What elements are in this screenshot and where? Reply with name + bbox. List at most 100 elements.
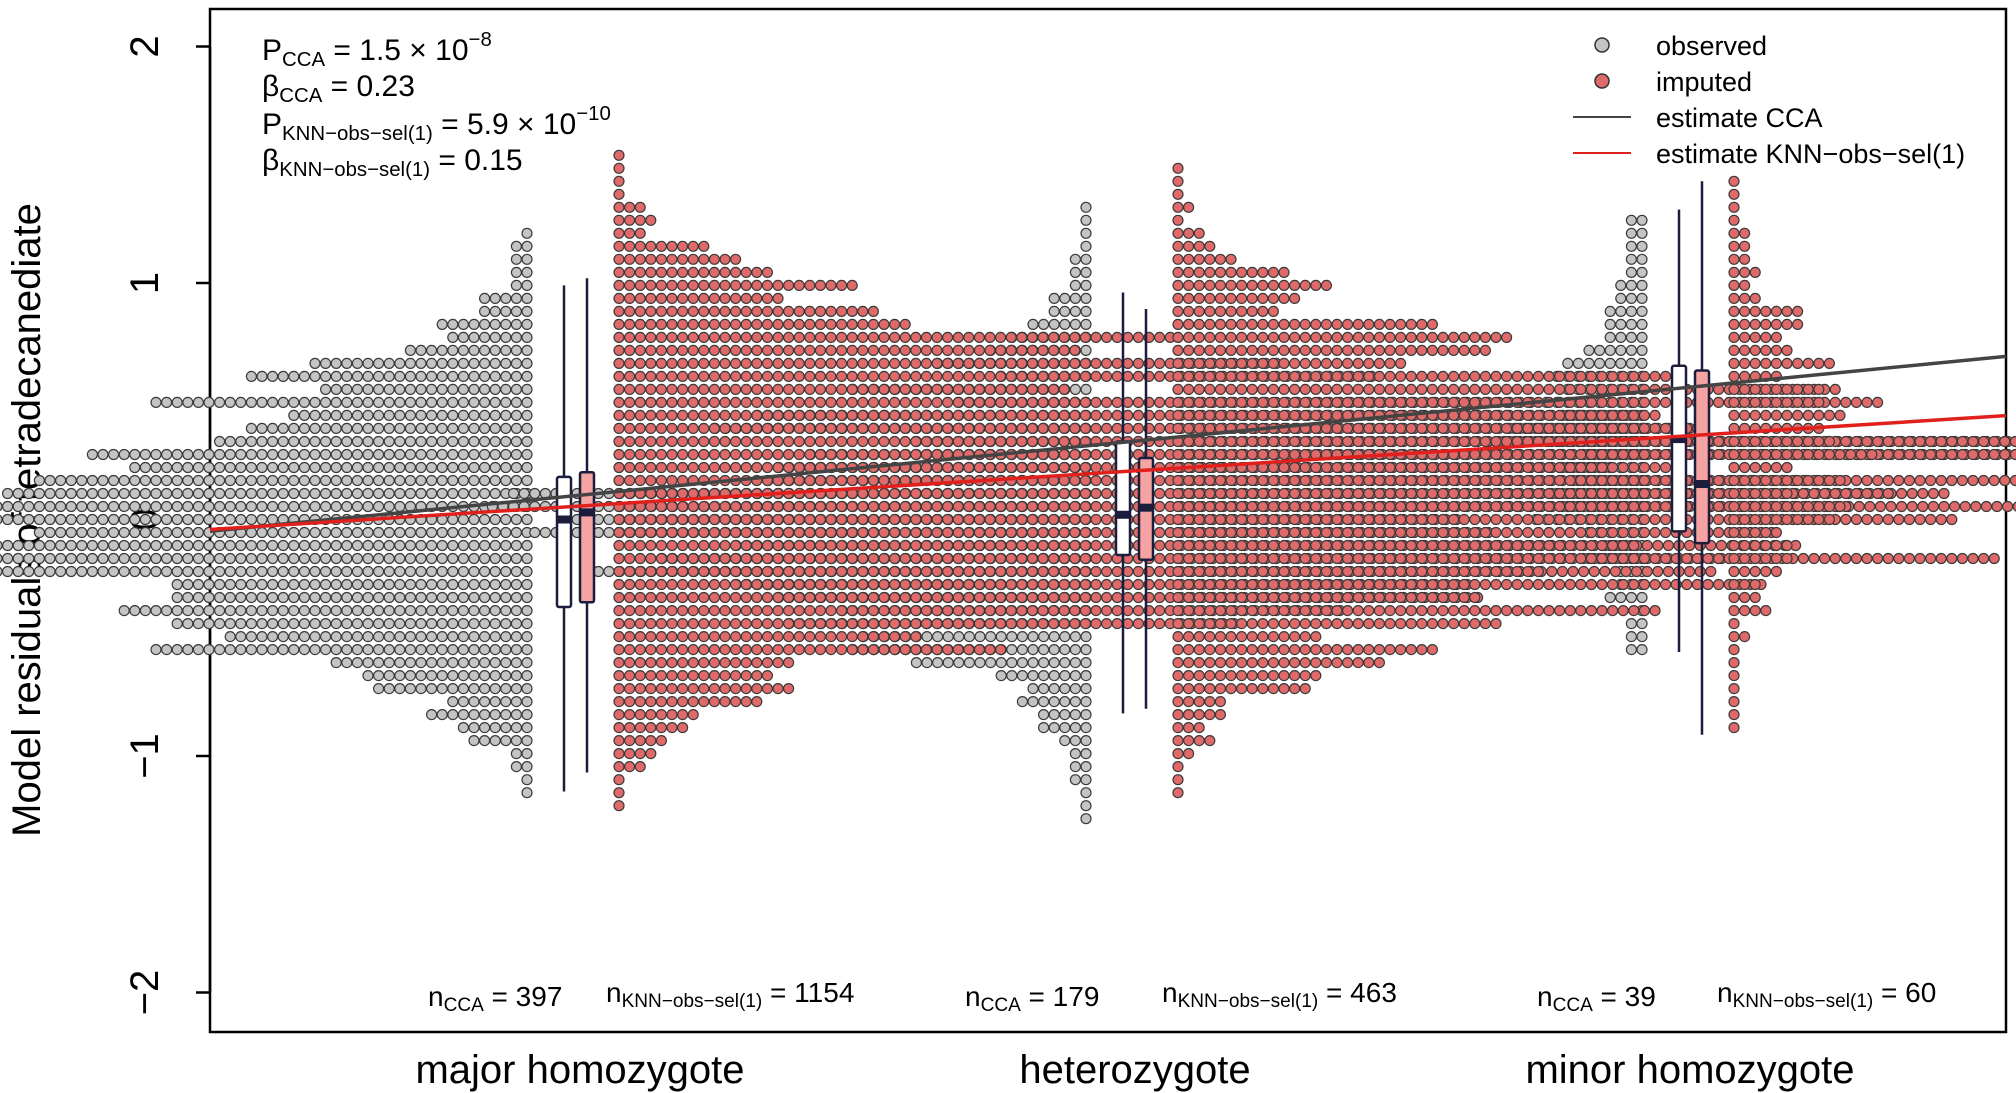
imputed-point (1235, 617, 1248, 630)
imputed-point (1363, 578, 1375, 591)
observed-point (510, 604, 523, 617)
imputed-point (1090, 591, 1102, 604)
observed-point (298, 422, 310, 434)
imputed-point (666, 656, 678, 669)
imputed-point (793, 396, 805, 408)
imputed-point (984, 526, 996, 539)
imputed-point (1193, 591, 1205, 604)
observed-point (330, 591, 342, 604)
imputed-point (1426, 552, 1439, 565)
imputed-point (878, 578, 890, 591)
observed-point (65, 552, 77, 565)
observed-point (65, 539, 77, 552)
imputed-point (655, 721, 668, 734)
imputed-point (1596, 578, 1608, 591)
imputed-point (814, 526, 827, 539)
imputed-point (1917, 500, 1929, 513)
observed-point (309, 565, 321, 578)
observed-point (171, 474, 183, 487)
observed-point (1059, 305, 1071, 317)
observed-point (394, 500, 406, 513)
imputed-point (676, 305, 689, 317)
imputed-point (1373, 643, 1386, 656)
imputed-point (1511, 539, 1523, 552)
observed-point (974, 656, 986, 669)
observed-point (479, 682, 491, 695)
imputed-point (719, 669, 731, 682)
imputed-point (698, 656, 710, 669)
imputed-point (1225, 643, 1237, 656)
imputed-point (1638, 604, 1651, 617)
observed-point (1069, 695, 1082, 708)
imputed-point (1090, 604, 1102, 617)
observed-point (394, 591, 406, 604)
observed-point (118, 526, 130, 539)
imputed-point (698, 266, 710, 278)
observed-point (341, 409, 353, 421)
observed-point (330, 422, 342, 434)
imputed-point (857, 396, 869, 408)
imputed-point (1153, 617, 1166, 630)
imputed-point (1153, 370, 1166, 382)
observed-point (489, 643, 501, 656)
imputed-point (613, 409, 625, 421)
imputed-point (793, 370, 805, 382)
imputed-point (835, 448, 848, 461)
imputed-point (708, 305, 721, 317)
observed-point (76, 526, 88, 539)
observed-point (426, 461, 438, 474)
imputed-point (835, 409, 848, 421)
imputed-point (613, 774, 625, 786)
imputed-point (645, 409, 657, 421)
observed-point (97, 539, 109, 552)
observed-point (521, 396, 533, 408)
observed-point (457, 695, 469, 708)
imputed-point (1267, 604, 1280, 617)
imputed-point (1026, 500, 1039, 513)
imputed-point (1341, 539, 1354, 552)
imputed-point (687, 253, 699, 265)
imputed-point (1090, 487, 1102, 500)
observed-point (1080, 201, 1092, 213)
observed-point (129, 552, 141, 565)
imputed-point (941, 643, 954, 656)
observed-point (394, 669, 406, 682)
observed-point (341, 383, 353, 395)
imputed-point (761, 318, 774, 330)
observed-point (139, 513, 151, 526)
imputed-point (1016, 500, 1028, 513)
imputed-point (1416, 526, 1428, 539)
observed-point (1080, 266, 1092, 278)
imputed-point (687, 396, 699, 408)
observed-point (214, 500, 226, 513)
imputed-point (666, 292, 678, 304)
observed-point (277, 539, 289, 552)
observed-point (942, 630, 954, 643)
observed-point (1625, 643, 1638, 656)
imputed-point (1352, 539, 1364, 552)
observed-point (479, 552, 491, 565)
observed-point (214, 643, 226, 656)
imputed-point (751, 370, 763, 382)
observed-point (426, 552, 438, 565)
imputed-point (676, 682, 689, 695)
observed-point (171, 539, 183, 552)
imputed-point (1079, 617, 1092, 630)
observed-point (341, 656, 353, 669)
imputed-point (888, 630, 901, 643)
imputed-point (676, 721, 689, 734)
imputed-point (729, 292, 742, 304)
observed-point (489, 344, 501, 356)
imputed-point (973, 435, 986, 448)
imputed-point (1606, 552, 1619, 565)
imputed-point (761, 435, 774, 448)
imputed-point (708, 396, 721, 408)
observed-point (351, 539, 363, 552)
imputed-point (1069, 331, 1081, 343)
imputed-point (1416, 617, 1428, 630)
imputed-point (634, 279, 646, 291)
imputed-point (804, 500, 816, 513)
imputed-point (613, 695, 625, 708)
imputed-point (804, 474, 816, 487)
observed-point (457, 370, 469, 382)
